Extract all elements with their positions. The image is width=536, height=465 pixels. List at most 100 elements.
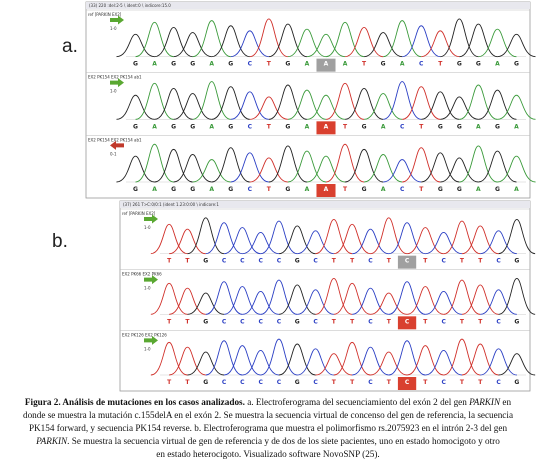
caption-segment: PARKIN bbox=[468, 397, 501, 407]
trace-peak bbox=[388, 281, 426, 315]
base-call: A bbox=[305, 61, 310, 68]
base-call: C bbox=[405, 379, 410, 386]
base-call: G bbox=[514, 318, 519, 325]
trace-peak bbox=[497, 94, 536, 120]
base-highlight bbox=[397, 377, 417, 390]
trace-peak bbox=[406, 286, 444, 315]
trace-peak bbox=[402, 147, 441, 183]
trace-peak bbox=[135, 143, 174, 183]
trace-peak bbox=[383, 20, 422, 58]
trace-peak bbox=[406, 227, 444, 255]
trace-peak bbox=[443, 338, 481, 376]
trace-peak bbox=[402, 86, 441, 120]
base-call: G bbox=[495, 186, 500, 193]
panel-label: a. bbox=[62, 36, 78, 57]
base-call: G bbox=[381, 61, 386, 68]
trace-peak bbox=[205, 340, 243, 376]
direction-arrow bbox=[144, 275, 158, 285]
base-call: A bbox=[324, 186, 329, 193]
base-call: G bbox=[133, 61, 138, 68]
base-call: G bbox=[514, 61, 519, 68]
trace-peak bbox=[169, 287, 206, 315]
trace-peak bbox=[306, 155, 346, 183]
direction-arrow bbox=[110, 140, 124, 150]
trace-peak bbox=[297, 348, 334, 376]
panel-header-text: (37) 261 T>C:0/0:1 (ident 1.23:0:00 \ in… bbox=[123, 202, 219, 207]
trace-peak bbox=[268, 84, 308, 120]
base-call: C bbox=[248, 123, 253, 130]
trace-peak bbox=[306, 33, 346, 58]
base-call: C bbox=[368, 318, 373, 325]
caption-line: PARKIN. Se muestra la secuencia virtual … bbox=[35, 436, 500, 446]
base-call: A bbox=[476, 186, 481, 193]
base-call: C bbox=[441, 258, 446, 265]
trace-peak bbox=[192, 20, 231, 58]
trace-peak bbox=[443, 279, 481, 315]
base-call: G bbox=[295, 258, 300, 265]
trace-peak bbox=[421, 30, 460, 58]
trace-peak bbox=[370, 292, 408, 315]
trace-peak bbox=[425, 231, 463, 255]
track-name: EX2 PK66 EX2 PK66 bbox=[122, 272, 162, 277]
base-call: A bbox=[381, 186, 386, 193]
trace-peak bbox=[497, 155, 536, 183]
trace-peak bbox=[278, 284, 316, 315]
trace-peak bbox=[173, 32, 212, 58]
track-name: ref [PARKIN EX2] bbox=[88, 12, 122, 17]
trace-peak bbox=[192, 159, 231, 183]
caption-segment: . Se muestra la secuencia virtual de gen… bbox=[67, 436, 500, 446]
base-call: G bbox=[362, 123, 367, 130]
trace-peak bbox=[333, 223, 371, 255]
trace-peak bbox=[421, 91, 460, 120]
trace-peak bbox=[278, 225, 316, 255]
base-call: C bbox=[248, 61, 253, 68]
trace-peak bbox=[364, 93, 403, 120]
trace-peak bbox=[192, 81, 231, 120]
base-call: C bbox=[405, 318, 410, 325]
trace-peak bbox=[211, 147, 250, 183]
trace-peak bbox=[306, 94, 346, 120]
base-call: C bbox=[222, 379, 227, 386]
base-call: G bbox=[285, 123, 290, 130]
trace-peak bbox=[402, 25, 441, 58]
base-call: G bbox=[514, 379, 519, 386]
base-call: C bbox=[441, 379, 446, 386]
base-call: C bbox=[258, 258, 263, 265]
direction-arrow bbox=[144, 335, 158, 345]
base-call: T bbox=[267, 186, 272, 193]
base-call: G bbox=[285, 186, 290, 193]
base-call: T bbox=[267, 123, 272, 130]
base-call: C bbox=[368, 258, 373, 265]
base-call: A bbox=[152, 186, 157, 193]
trace-peak bbox=[352, 346, 389, 376]
base-call: C bbox=[240, 258, 245, 265]
base-highlight bbox=[316, 184, 336, 197]
base-call: C bbox=[258, 318, 263, 325]
base-call: G bbox=[171, 61, 176, 68]
trace-peak bbox=[287, 28, 327, 58]
trace-peak bbox=[498, 218, 536, 255]
trace-peak bbox=[187, 217, 225, 255]
caption-line: Figura 2. Análisis de mutaciones en los … bbox=[25, 397, 512, 407]
base-call: A bbox=[209, 61, 214, 68]
trace-peak bbox=[154, 148, 193, 183]
trace-peak bbox=[242, 350, 280, 376]
trace-peak bbox=[211, 25, 250, 58]
trace-peak bbox=[459, 145, 498, 183]
trace-peak bbox=[370, 217, 408, 255]
trace-peak bbox=[480, 348, 517, 376]
track-strand: 1-0 bbox=[144, 346, 151, 351]
base-call: G bbox=[171, 186, 176, 193]
panel-header bbox=[86, 2, 530, 9]
trace-peak bbox=[116, 94, 155, 120]
trace-peak bbox=[287, 150, 327, 183]
base-call: C bbox=[419, 61, 424, 68]
trace-peak bbox=[223, 227, 261, 255]
base-call: G bbox=[295, 379, 300, 386]
base-call: C bbox=[400, 186, 405, 193]
base-call: C bbox=[496, 318, 501, 325]
base-call: C bbox=[441, 318, 446, 325]
trace-peak bbox=[187, 292, 225, 315]
panel-header-text: (33) 220 :del:2-5 \ ident:0 \ indicore:1… bbox=[89, 3, 171, 8]
